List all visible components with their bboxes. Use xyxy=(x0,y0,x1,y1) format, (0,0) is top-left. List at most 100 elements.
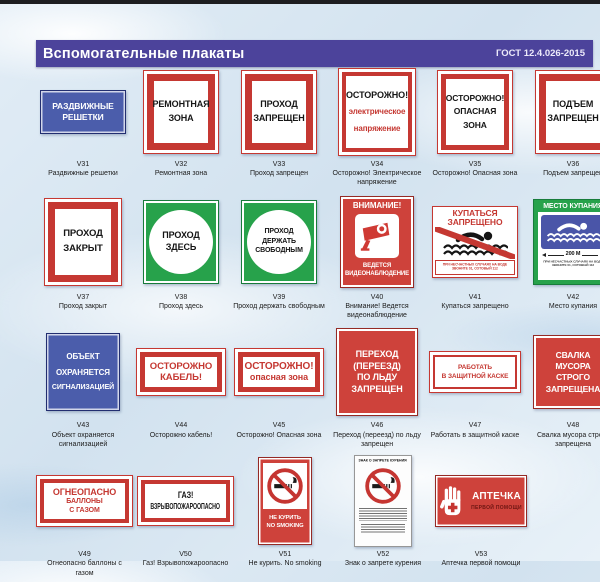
sign-cell-v45: ОСТОРОЖНО! опасная зона V45 Осторожно! О… xyxy=(232,324,326,449)
sign-code: V47 xyxy=(468,422,482,430)
note-line: ЗВОНИТЕ 01, СОТОВЫЙ 112 xyxy=(551,263,595,267)
sign-text-line: В ЗАЩИТНОЙ КАСКЕ xyxy=(441,373,509,381)
sign-text-line: ГАЗ! xyxy=(177,489,194,500)
caption-v35: V35 Осторожно! Опасная зона xyxy=(428,160,522,178)
sign-text-line: ПЕРВОЙ ПОМОЩИ xyxy=(471,504,522,511)
sign-caption-text: Ремонтная зона xyxy=(154,170,208,178)
sign-area: ОСТОРОЖНО КАБЕЛЬ! xyxy=(136,326,226,418)
sign-code: V39 xyxy=(272,293,286,301)
sign-code: V53 xyxy=(474,551,488,559)
emergency-note-box: ПРИ НЕСЧАСТНЫХ СЛУЧАЯХ НА ВОДЕ ЗВОНИТЕ 0… xyxy=(435,259,515,275)
caption-v33: V33 Проход запрещен xyxy=(232,160,326,178)
sign-red-frame: ГАЗ! ВЗРЫВОПОЖАРООПАСНО xyxy=(141,480,230,523)
camera-panel xyxy=(355,214,399,259)
sign-text-line: ПРОХОД xyxy=(63,228,103,240)
sign-text-line: ЗОНА xyxy=(168,113,194,123)
sign-code: V44 xyxy=(174,422,188,430)
sign-text-line: СТРОГО xyxy=(555,372,590,383)
sign-text-line: опасная зона xyxy=(249,372,309,383)
sign-caption-text: Купаться запрещено xyxy=(441,302,509,310)
sign-code: V48 xyxy=(566,422,580,430)
sign-text-line: напряжение xyxy=(353,123,401,133)
sign-caption-text: Подъем запрещен xyxy=(543,170,600,178)
sign-area: ПРОХОД ЗАПРЕЩЕН xyxy=(241,67,317,157)
sign-v47-wear-safety-helmet: РАБОТАТЬ В ЗАЩИТНОЙ КАСКЕ xyxy=(429,351,521,394)
note-text: ПРИ НЕСЧАСТНЫХ СЛУЧАЯХ НА ВОДЕ ЗВОНИТЕ 0… xyxy=(543,260,600,267)
sign-caption-text: Раздвижные решетки xyxy=(48,170,118,178)
no-smoking-icon xyxy=(365,468,401,504)
sign-code: V35 xyxy=(468,161,482,168)
sign-caption-text: Осторожно! Опасная зона xyxy=(432,170,518,178)
sign-area: ПРОХОД ЗДЕСЬ xyxy=(143,194,219,290)
sign-bottom-text: ВЕДЕТСЯ ВИДЕОНАБЛЮДЕНИЕ xyxy=(345,263,409,277)
sign-red-frame: ОСТОРОЖНО! электрическое напряжение xyxy=(342,72,412,152)
sign-red-frame: ОСТОРОЖНО! опасная зона xyxy=(238,352,320,393)
sign-text-line: (ПЕРЕЕЗД) xyxy=(353,360,401,371)
sign-area: ГАЗ! ВЗРЫВОПОЖАРООПАСНО xyxy=(137,455,234,547)
sign-cell-v31: РАЗДВИЖНЫЕ РЕШЕТКИ V31 Раздвижные решетк… xyxy=(36,67,130,188)
note-line: ЗВОНИТЕ 01, СОТОВЫЙ 112 xyxy=(452,267,498,271)
sign-code: V52 xyxy=(376,551,390,559)
caption-v53: V53 Аптечка первой помощи xyxy=(434,550,528,568)
caption-v38: V38 Проход здесь xyxy=(134,293,228,311)
caption-v31: V31 Раздвижные решетки xyxy=(36,160,130,178)
sign-text-line: ВИДЕОНАБЛЮДЕНИЕ xyxy=(344,270,410,277)
sign-caption-text: Переход (переезд) по льду запрещен xyxy=(333,431,421,448)
sign-text-line: NO SMOKING xyxy=(266,523,304,530)
sign-text-line: ВНИМАНИЕ! xyxy=(352,200,402,210)
sign-text-line: ОХРАНЯЕТСЯ xyxy=(56,367,110,377)
white-circle: ПРОХОД ЗДЕСЬ xyxy=(149,209,213,274)
sign-v32-repair-zone: РЕМОНТНАЯ ЗОНА xyxy=(143,70,219,154)
sign-row-1: РАЗДВИЖНЫЕ РЕШЕТКИ V31 Раздвижные решетк… xyxy=(36,67,600,188)
sign-text-line: МУСОРА xyxy=(555,361,591,372)
sign-v39-keep-passage-clear: ПРОХОД ДЕРЖАТЬ СВОБОДНЫМ xyxy=(241,199,317,284)
sign-area: МЕСТО КУПАНИЯ xyxy=(533,194,600,290)
poster-header: Вспомогательные плакаты ГОСТ 12.4.026-20… xyxy=(36,40,593,67)
sign-area: АПТЕЧКА ПЕРВОЙ ПОМОЩИ xyxy=(435,455,527,547)
sign-area: ВНИМАНИЕ! ВЕДЕТСЯ ВИДЕОНАБЛЮДЕНИЕ xyxy=(340,194,414,290)
sign-cell-v40: ВНИМАНИЕ! ВЕДЕТСЯ ВИДЕОНАБЛЮДЕНИЕ xyxy=(330,192,424,321)
cctv-camera-icon xyxy=(360,223,390,252)
sign-area: ОБЪЕКТ ОХРАНЯЕТСЯ СИГНАЛИЗАЦИЕЙ xyxy=(46,326,120,418)
sign-text-line: ЗАПРЕЩЕН xyxy=(351,384,403,395)
sign-text-line: АПТЕЧКА xyxy=(472,491,521,503)
sign-area: ОСТОРОЖНО! электрическое напряжение xyxy=(338,67,416,157)
sign-v33-no-passage: ПРОХОД ЗАПРЕЩЕН xyxy=(241,70,317,154)
sign-text-line: электрическое xyxy=(348,107,406,117)
caption-v32: V32 Ремонтная зона xyxy=(134,160,228,178)
sign-text-line: КУПАТЬСЯ xyxy=(452,207,498,218)
sign-caption-text: Работать в защитной каске xyxy=(430,431,520,439)
sign-cell-v36: ПОДЪЕМ ЗАПРЕЩЕН V36 Подъем запрещен xyxy=(526,67,600,188)
distance-row: 200 М xyxy=(542,251,600,258)
swimmer-pictogram xyxy=(435,227,515,259)
sign-cell-v53: АПТЕЧКА ПЕРВОЙ ПОМОЩИ V53 Аптечка первой… xyxy=(434,453,528,578)
sign-v48-no-dumping: СВАЛКА МУСОРА СТРОГО ЗАПРЕЩЕНА xyxy=(533,335,600,410)
sign-code: V33 xyxy=(272,161,286,168)
sign-cell-v42: МЕСТО КУПАНИЯ xyxy=(526,192,600,321)
caption-v34: V34 Осторожно! Электрическое напряжение xyxy=(330,160,424,188)
sign-v42-bathing-place: МЕСТО КУПАНИЯ xyxy=(533,198,600,285)
sign-text-line: ОСТОРОЖНО! xyxy=(346,89,408,100)
sign-v40-video-surveillance: ВНИМАНИЕ! ВЕДЕТСЯ ВИДЕОНАБЛЮДЕНИЕ xyxy=(340,195,414,288)
note-line: ПРИ НЕСЧАСТНЫХ СЛУЧАЯХ НА ВОДЕ xyxy=(543,259,600,264)
sign-text-line: СИГНАЛИЗАЦИЕЙ xyxy=(51,384,115,392)
note-text: ПРИ НЕСЧАСТНЫХ СЛУЧАЯХ НА ВОДЕ ЗВОНИТЕ 0… xyxy=(443,263,507,271)
sign-v46-no-ice-crossing: ПЕРЕХОД (ПЕРЕЕЗД) ПО ЛЬДУ ЗАПРЕЩЕН xyxy=(336,328,418,417)
sign-v53-first-aid-kit: АПТЕЧКА ПЕРВОЙ ПОМОЩИ xyxy=(435,475,527,528)
sign-text-line: ЗАПРЕЩЕНА xyxy=(545,383,600,394)
sign-text-line: НЕ КУРИТЬ xyxy=(269,515,301,522)
sign-code: V37 xyxy=(76,293,90,301)
sign-red-frame: ПОДЪЕМ ЗАПРЕЩЕН xyxy=(539,74,600,150)
sign-cell-v38: ПРОХОД ЗДЕСЬ V38 Проход здесь xyxy=(134,192,228,321)
sign-cell-v34: ОСТОРОЖНО! электрическое напряжение V34 … xyxy=(330,67,424,188)
caption-v43: V43 Объект охраняется сигнализацией xyxy=(36,421,130,449)
sign-red-frame: РАБОТАТЬ В ЗАЩИТНОЙ КАСКЕ xyxy=(433,355,517,390)
sign-v36-lifting-prohibited: ПОДЪЕМ ЗАПРЕЩЕН xyxy=(535,70,600,154)
sign-v50-gas-explosion-hazard: ГАЗ! ВЗРЫВОПОЖАРООПАСНО xyxy=(137,476,234,527)
caption-v36: V36 Подъем запрещен xyxy=(526,160,600,178)
caption-v52: V52 Знак о запрете курения xyxy=(336,550,430,568)
sign-row-3: ОБЪЕКТ ОХРАНЯЕТСЯ СИГНАЛИЗАЦИЕЙ V43 Объе… xyxy=(36,324,600,449)
caption-v41: V41 Купаться запрещено xyxy=(428,293,522,311)
sign-text-line: ЗОНА xyxy=(463,119,487,130)
sign-caption-text: Осторожно! Электрическое напряжение xyxy=(332,170,422,187)
